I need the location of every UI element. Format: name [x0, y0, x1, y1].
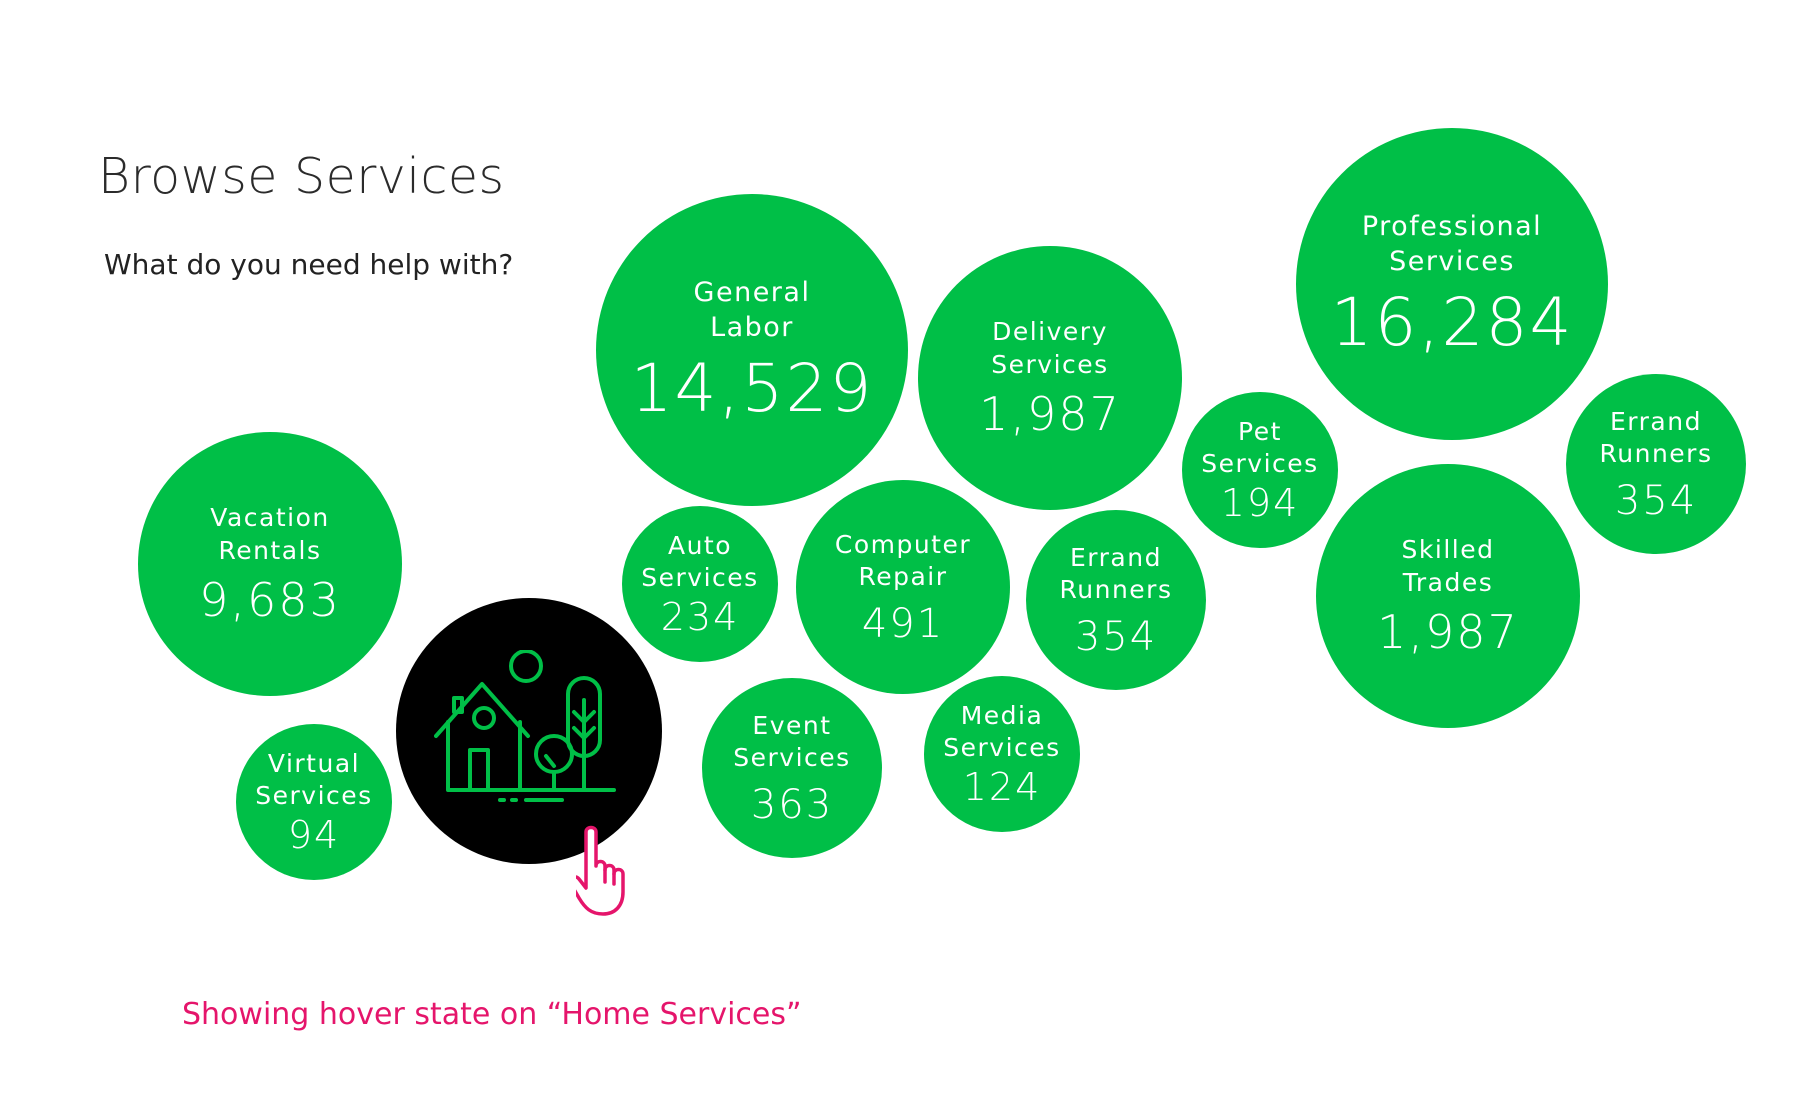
bubble-event-services[interactable]: Event Services 363	[702, 678, 882, 858]
bubble-computer-repair[interactable]: Computer Repair 491	[796, 480, 1010, 694]
bubble-label: Media Services	[943, 700, 1061, 763]
bubble-professional-services[interactable]: Professional Services 16,284	[1296, 128, 1608, 440]
bubble-vacation-rentals[interactable]: Vacation Rentals 9,683	[138, 432, 402, 696]
page-subtitle: What do you need help with?	[104, 248, 514, 281]
bubble-errand-runners-right[interactable]: Errand Runners 354	[1566, 374, 1746, 554]
bubble-delivery-services[interactable]: Delivery Services 1,987	[918, 246, 1182, 510]
bubble-label: Errand Runners	[1059, 542, 1173, 605]
bubble-count: 354	[1074, 613, 1158, 660]
bubble-home-services[interactable]	[396, 598, 662, 864]
bubble-pet-services[interactable]: Pet Services 194	[1182, 392, 1338, 548]
bubble-count: 124	[962, 764, 1042, 809]
bubble-auto-services[interactable]: Auto Services 234	[622, 506, 778, 662]
bubble-count: 1,987	[979, 387, 1121, 442]
bubble-general-labor[interactable]: General Labor 14,529	[596, 194, 908, 506]
bubble-label: Auto Services	[641, 530, 759, 593]
home-garden-icon	[434, 650, 616, 802]
hover-state-caption: Showing hover state on “Home Services”	[182, 997, 802, 1032]
bubble-label: Computer Repair	[834, 529, 972, 592]
bubble-count: 354	[1614, 477, 1698, 524]
bubble-count: 194	[1220, 480, 1300, 525]
bubble-label: Skilled Trades	[1401, 535, 1495, 597]
bubble-count: 14,529	[630, 349, 874, 427]
bubble-label: Vacation Rentals	[210, 503, 330, 565]
page-title: Browse Services	[98, 148, 505, 205]
bubble-label: Errand Runners	[1599, 406, 1713, 469]
bubble-label: Pet Services	[1201, 416, 1319, 479]
bubble-count: 1,987	[1377, 605, 1519, 660]
bubble-count: 9,683	[199, 573, 341, 628]
hand-cursor-icon	[576, 825, 625, 916]
bubble-count: 491	[861, 600, 945, 647]
bubble-label: Delivery Services	[991, 317, 1109, 379]
bubble-count: 234	[660, 594, 740, 639]
bubble-count: 363	[750, 781, 834, 828]
bubble-skilled-trades[interactable]: Skilled Trades 1,987	[1316, 464, 1580, 728]
bubble-count: 94	[287, 812, 341, 857]
bubble-label: Professional Services	[1361, 210, 1543, 277]
bubble-count: 16,284	[1330, 283, 1574, 361]
bubble-label: Virtual Services	[255, 748, 373, 811]
bubble-label: General Labor	[693, 276, 811, 343]
bubble-virtual-services[interactable]: Virtual Services 94	[236, 724, 392, 880]
bubble-media-services[interactable]: Media Services 124	[924, 676, 1080, 832]
bubble-label: Event Services	[733, 710, 851, 773]
bubble-errand-runners-mid[interactable]: Errand Runners 354	[1026, 510, 1206, 690]
